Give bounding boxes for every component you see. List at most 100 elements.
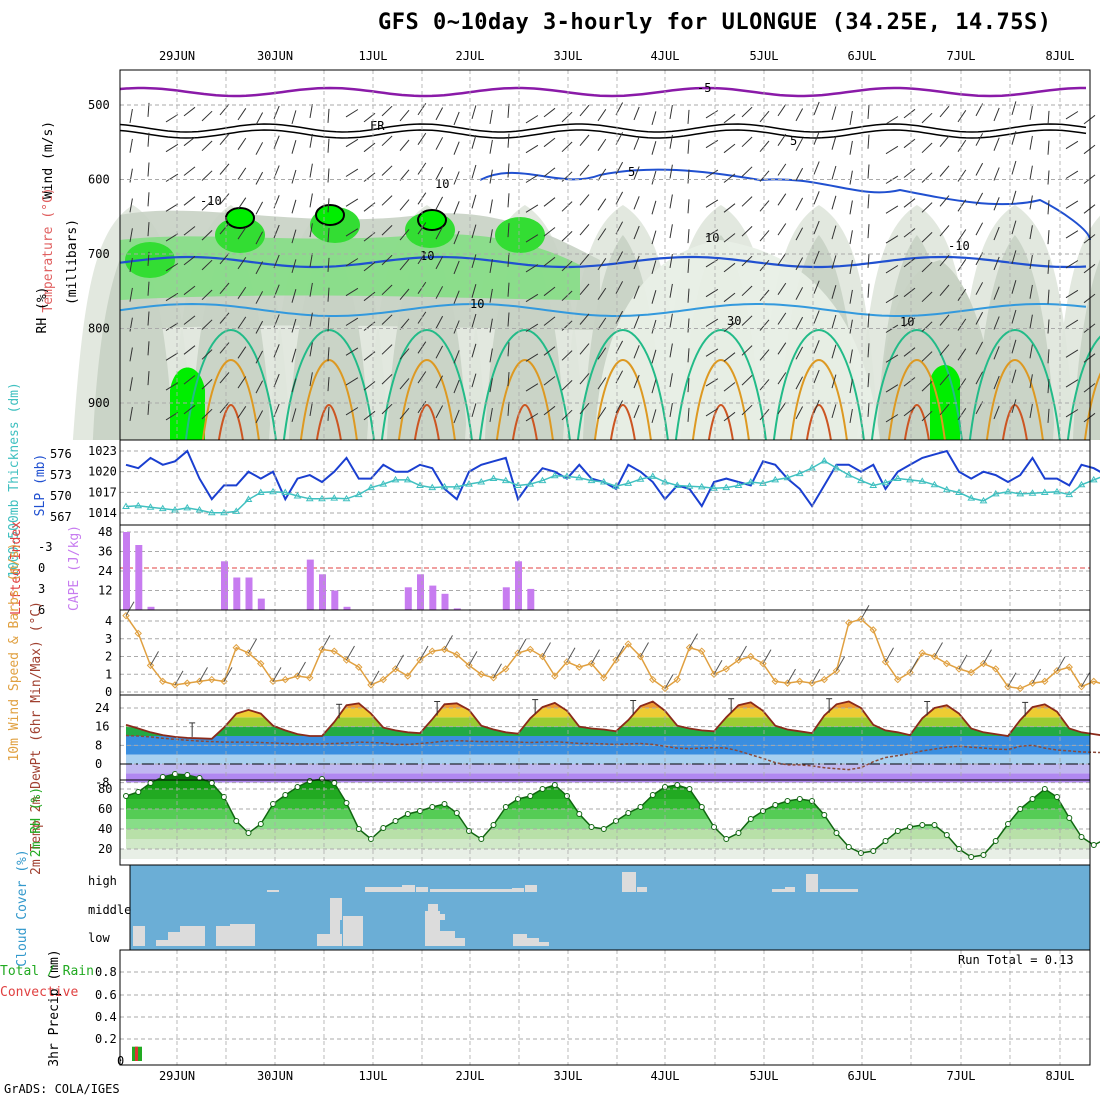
rh-point (968, 854, 975, 860)
wind-barb (993, 286, 1000, 300)
wind-barb (237, 406, 247, 419)
wind-barb (687, 169, 690, 184)
wind-barb (633, 345, 640, 359)
wind-barb (237, 227, 247, 240)
wind-barb (525, 383, 539, 392)
date-label-bottom: 5JUL (750, 1069, 779, 1083)
wind-barb (669, 283, 673, 298)
cloud-high-bar (365, 887, 380, 892)
wind-barb (1047, 379, 1050, 394)
wind-barb-10m (297, 661, 306, 677)
wind-barb (273, 224, 280, 239)
wind-barb (453, 409, 460, 424)
wind-barb (687, 407, 690, 422)
rh-point (380, 825, 387, 831)
cloud-high-bar (430, 889, 488, 892)
wind-barb (831, 106, 837, 121)
ylabel-precip: 3hr Precip (mm) (47, 949, 62, 1066)
rh-point (429, 804, 436, 810)
contour-temp-25 (805, 403, 832, 441)
wind-barb (687, 288, 690, 303)
wind-barb-10m (419, 645, 429, 661)
temp-tick-label: -8 (95, 776, 109, 790)
wind-point (612, 656, 620, 664)
contour-temp-15 (478, 328, 571, 441)
cape-tick-label: 36 (98, 545, 112, 559)
cloud-high-bar (488, 889, 500, 892)
wind-barb (921, 202, 933, 213)
precip-legend-convective: Convective (0, 985, 78, 1000)
wind-barb (273, 135, 280, 149)
wind-barb (831, 404, 837, 419)
wind-barb (1011, 190, 1017, 205)
rh-point (588, 824, 595, 830)
cape-tick-label: 24 (98, 564, 112, 578)
wind-point (1053, 666, 1061, 675)
rh-point (674, 782, 681, 788)
thickness-point (881, 478, 890, 486)
thickness-point (734, 481, 743, 488)
wind-barb (633, 225, 640, 240)
slp-tick-label: 1014 (88, 506, 117, 520)
wind-barb (219, 372, 230, 384)
wind-barb (327, 108, 330, 123)
wind-barb (417, 341, 427, 354)
wind-barb (399, 288, 410, 301)
wind-point (355, 663, 363, 671)
wind-barb (345, 138, 359, 148)
wind-barb (867, 253, 870, 268)
wind-barb (1047, 170, 1050, 185)
wind-barb (471, 194, 477, 209)
wind-barb (543, 107, 556, 118)
thickness-point (158, 504, 167, 512)
wind-barb (759, 170, 770, 182)
wind-barb (921, 172, 933, 183)
wind-barb (399, 407, 410, 420)
wind-barb (399, 229, 410, 241)
rh-point (270, 801, 276, 807)
rh-point (833, 830, 840, 836)
wind-barb (777, 342, 787, 355)
thickness-point (869, 481, 878, 488)
wind-barb (1011, 369, 1017, 384)
date-label-bottom: 29JUN (159, 1069, 195, 1083)
cloud-high-bar (267, 890, 279, 892)
wind-barb (543, 286, 556, 297)
wind-barb (597, 198, 607, 211)
thickness-point (440, 482, 449, 490)
wind-point (440, 645, 449, 654)
chart-title: GFS 0~10day 3-hourly for ULONGUE (34.25E… (378, 10, 1052, 35)
wind-barb (579, 224, 590, 236)
date-label-top: 7JUL (947, 49, 976, 63)
wind-barb (435, 137, 444, 150)
wind-barb (1029, 344, 1033, 359)
rh-point (208, 780, 215, 786)
rh-point (625, 810, 632, 816)
thickness-point (538, 476, 547, 484)
wind-barb (219, 282, 230, 295)
wind-barb (327, 257, 330, 272)
wind-point (208, 675, 216, 684)
wind-barb (723, 233, 736, 243)
wind-barb (885, 384, 899, 393)
thickness-point (501, 476, 510, 484)
rh-point (821, 812, 828, 818)
wind-barb (939, 225, 950, 237)
cloud-low-bar (180, 926, 205, 946)
rh-tick-label: 60 (98, 802, 112, 816)
wind-barb (867, 164, 870, 179)
wind-barb (651, 141, 657, 155)
contour-label: 5 (790, 134, 797, 148)
wind-barb (957, 408, 967, 421)
rh-point (551, 782, 558, 788)
ylabel-slp: SLP (mb) (33, 454, 48, 517)
wind-barb (705, 408, 719, 417)
wind-barb-10m (395, 654, 404, 670)
wind-barb (813, 369, 820, 384)
cloud-low-bar (440, 931, 455, 946)
wind-barb (903, 377, 916, 387)
wind-barb (597, 407, 607, 420)
wind-barb (741, 226, 753, 237)
upper-air-panel: -5 FR 5 5 10 10 10 30 -10 10 -10 10 500 600 700 800 900 (72, 70, 1100, 441)
wind-barb (723, 113, 736, 124)
